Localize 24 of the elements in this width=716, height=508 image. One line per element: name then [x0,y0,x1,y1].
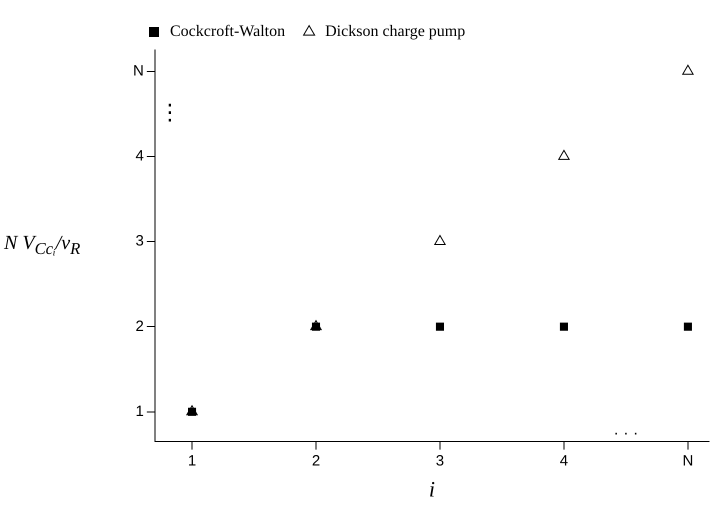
point [434,235,446,246]
point [558,150,570,160]
point [436,322,444,331]
legend-label: Dickson charge pump [325,23,466,40]
point [684,322,692,331]
legend-label: Cockcroft-Walton [170,23,286,40]
y-tick-label: 2 [135,318,144,335]
y-axis-title: N V$_{Ccᵢ}$/v$_{R}$ [4,232,80,260]
y-tick-label: 4 [135,148,144,165]
x-axis-title: i [428,476,435,502]
x-tick-label: 4 [560,452,568,470]
y-tick-label: 1 [135,402,144,420]
y-tick-label: N [132,62,144,80]
annotation: · · · [614,425,638,442]
x-tick-label: 2 [312,452,320,470]
point [312,322,320,331]
x-tick-label: N [682,452,694,470]
x-tick-label: 1 [188,452,196,470]
point [560,322,568,331]
x-tick-label: 3 [436,452,444,470]
y-tick-label: 3 [135,232,144,250]
point [188,408,196,416]
annotation: ⋮ [158,100,181,126]
point [682,64,694,75]
